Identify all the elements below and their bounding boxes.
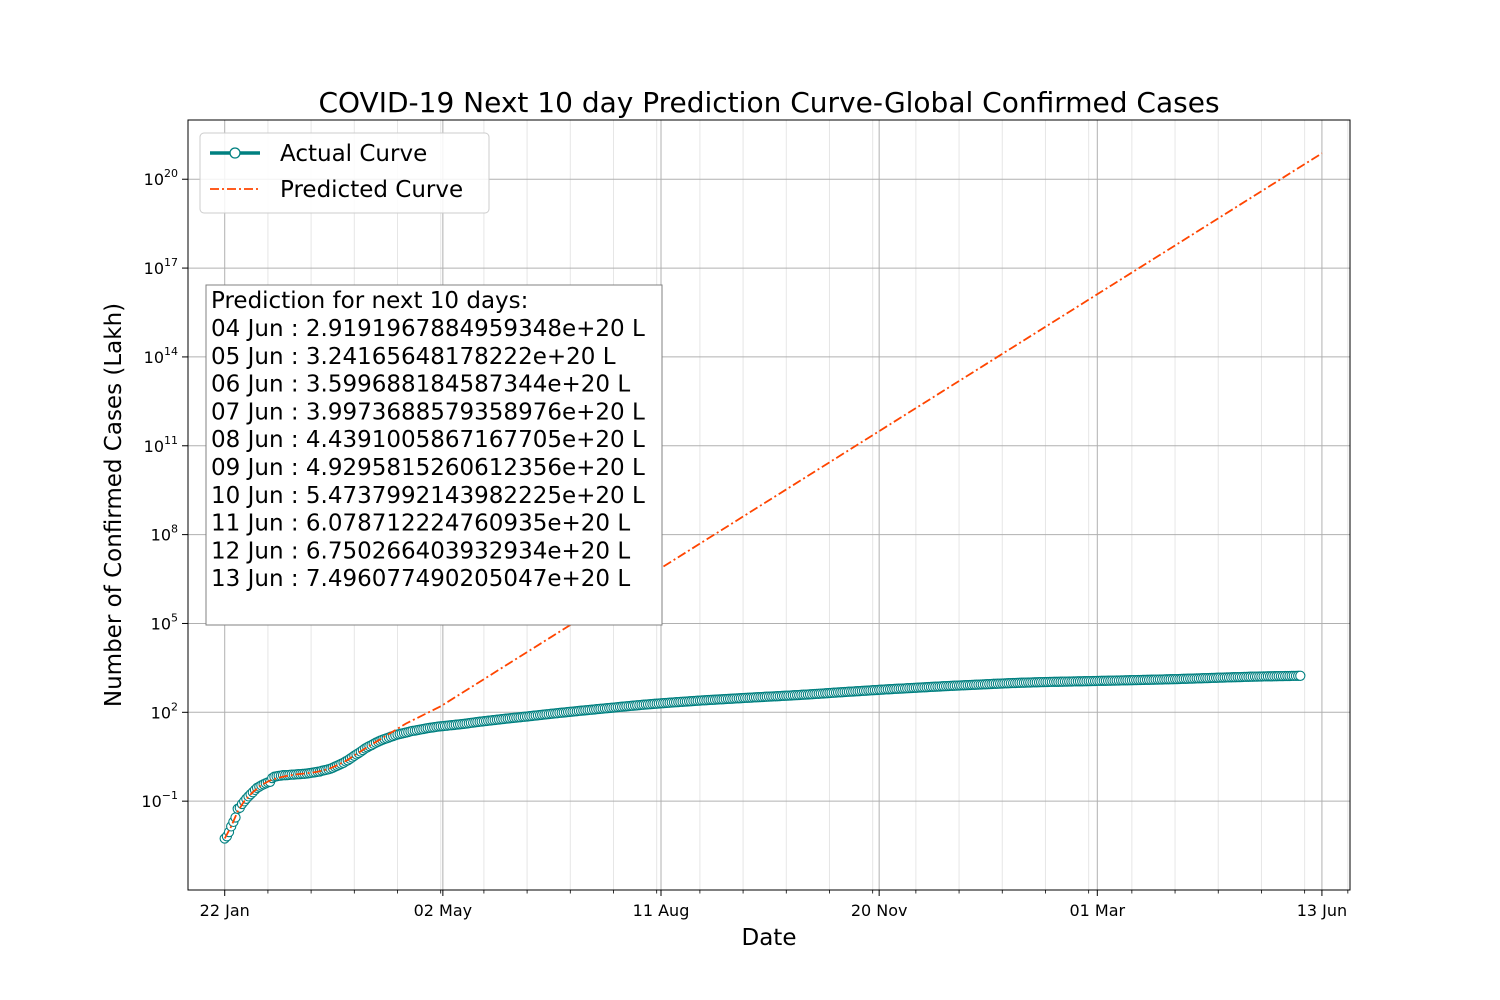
y-tick-label: 1020	[144, 167, 178, 189]
y-tick-exponent: 11	[164, 434, 178, 447]
y-tick-base: 10	[144, 259, 164, 278]
y-tick-label: 102	[151, 700, 178, 722]
x-tick-label: 01 Mar	[1069, 901, 1125, 920]
y-tick-label: 1014	[144, 345, 178, 367]
annotation-lines: 04 Jun : 2.9191967884959348e+20 L05 Jun …	[211, 316, 645, 592]
y-tick-label: 108	[151, 523, 178, 545]
y-tick-label: 1017	[144, 256, 178, 278]
x-tick-label: 20 Nov	[851, 901, 908, 920]
y-tick-exponent: 2	[171, 700, 178, 713]
legend-label-predicted-curve: Predicted Curve	[280, 177, 463, 203]
annotation-box	[205, 284, 663, 626]
legend-entry-predicted-curve: Predicted Curve	[210, 177, 463, 203]
prediction-annotation: Prediction for next 10 days: 04 Jun : 2.…	[205, 284, 663, 626]
annotation-line: 08 Jun : 4.4391005867167705e+20 L	[211, 427, 645, 453]
series-line-predicted-curve	[223, 152, 1323, 839]
x-axis-label: Date	[742, 925, 797, 951]
annotation-line: 12 Jun : 6.750266403932934e+20 L	[211, 538, 630, 564]
y-tick-exponent: −1	[162, 789, 178, 802]
x-tick-label: 22 Jan	[200, 901, 250, 920]
y-tick-base: 10	[144, 348, 164, 367]
legend-frame	[199, 132, 490, 214]
y-tick-base: 10	[144, 437, 164, 456]
chart-title: COVID-19 Next 10 day Prediction Curve-Gl…	[318, 86, 1219, 119]
annotation-line: 09 Jun : 4.9295815260612356e+20 L	[211, 455, 645, 481]
annotation-line: 11 Jun : 6.078712224760935e+20 L	[211, 511, 630, 537]
annotation-heading: Prediction for next 10 days:	[211, 288, 528, 314]
series-layer	[219, 152, 1323, 844]
plot-frame	[187, 119, 1351, 891]
annotation-line: 04 Jun : 2.9191967884959348e+20 L	[211, 316, 645, 342]
legend-label-actual-curve: Actual Curve	[280, 141, 427, 167]
y-tick-exponent: 5	[171, 611, 178, 624]
y-tick-label: 105	[151, 611, 178, 633]
legend-entry-actual-curve: Actual Curve	[210, 141, 427, 167]
y-tick-base: 10	[151, 614, 171, 633]
y-tick-exponent: 17	[164, 256, 178, 269]
y-tick-exponent: 20	[164, 167, 178, 180]
x-tick-label: 13 Jun	[1297, 901, 1347, 920]
y-axis-label: Number of Confirmed Cases (Lakh)	[101, 303, 127, 707]
x-axis-ticks: 22 Jan 02 May 11 Aug 20 Nov 01 Mar 13 Jun	[200, 890, 1349, 920]
actual-curve-point	[1295, 670, 1306, 681]
legend: Actual Curve Predicted Curve	[199, 132, 490, 214]
y-tick-base: 10	[141, 792, 161, 811]
annotation-line: 06 Jun : 3.599688184587344e+20 L	[211, 372, 630, 398]
x-tick-label: 02 May	[414, 901, 473, 920]
annotation-line: 13 Jun : 7.496077490205047e+20 L	[211, 566, 630, 592]
y-tick-base: 10	[144, 170, 164, 189]
x-tick-label: 11 Aug	[633, 901, 690, 920]
y-tick-exponent: 14	[164, 345, 178, 358]
y-tick-base: 10	[151, 526, 171, 545]
y-tick-exponent: 8	[171, 523, 178, 536]
annotation-line: 07 Jun : 3.9973688579358976e+20 L	[211, 399, 645, 425]
annotation-line: 05 Jun : 3.24165648178222e+20 L	[211, 344, 616, 370]
y-tick-label: 10−1	[141, 789, 178, 811]
y-tick-label: 1011	[144, 434, 178, 456]
annotation-line: 10 Jun : 5.4737992143982225e+20 L	[211, 483, 645, 509]
legend-marker-actual-curve	[229, 147, 241, 159]
y-tick-base: 10	[151, 703, 171, 722]
